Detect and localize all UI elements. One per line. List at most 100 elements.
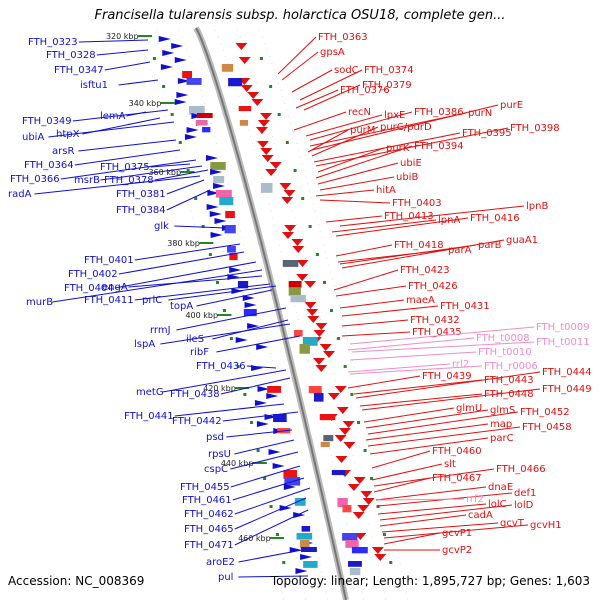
track-dot — [243, 393, 247, 396]
gene-label: FTH_0381 — [116, 189, 166, 200]
gene-block — [188, 106, 205, 115]
kbp-tick-label: 440 kbp — [221, 459, 254, 468]
genome-backbone-core — [195, 27, 347, 600]
label-leader-line — [365, 423, 489, 441]
label-leader-line — [293, 111, 347, 131]
track-dot — [370, 477, 374, 480]
label-leader-line — [238, 549, 303, 563]
label-leader-line — [78, 139, 177, 152]
label-leader-line — [349, 365, 483, 375]
gene-label: gcvH1 — [530, 520, 562, 531]
gene-label: FTH_0467 — [432, 473, 482, 484]
forward-gene-arrow — [256, 344, 269, 350]
label-leader-line — [230, 451, 299, 470]
gene-label: FTH_0363 — [318, 32, 368, 43]
label-leader-line — [150, 163, 191, 168]
track-ring — [214, 29, 365, 600]
reverse-gene-arrow — [371, 547, 384, 554]
track-dot — [178, 141, 182, 144]
label-leader-line — [341, 305, 439, 317]
label-leader-line — [341, 331, 411, 337]
label-leader-line — [335, 217, 469, 237]
gene-label: FTH_0449 — [542, 384, 592, 395]
label-leader-line — [134, 243, 241, 261]
gene-label: lspA — [134, 339, 155, 350]
track-dot — [363, 449, 367, 452]
reverse-gene-arrow — [235, 43, 248, 50]
reverse-gene-arrow — [284, 225, 297, 232]
gene-label: FTH_0404 — [64, 283, 114, 294]
reverse-gene-arrow — [260, 148, 273, 155]
gene-label: ribF — [190, 347, 209, 358]
kbp-tick-label: 340 kbp — [129, 99, 162, 108]
gene-label: FTH_0386 — [414, 107, 464, 118]
label-leader-line — [60, 159, 197, 180]
gene-label: FTH_0418 — [394, 240, 444, 251]
reverse-gene-arrow — [251, 99, 264, 106]
label-leader-line — [238, 575, 309, 578]
label-leader-line — [212, 319, 289, 340]
label-leader-line — [335, 244, 393, 257]
reverse-gene-arrow — [279, 183, 292, 190]
forward-gene-arrow — [279, 505, 292, 511]
rna-gene-label: rrf2 — [466, 494, 484, 505]
reverse-gene-arrow — [360, 491, 373, 498]
label-leader-line — [52, 269, 263, 303]
label-leader-line — [96, 49, 149, 56]
gene-label: cspC — [204, 464, 228, 475]
label-leader-line — [166, 189, 211, 211]
track-dot — [162, 85, 166, 88]
forward-gene-arrow — [209, 211, 222, 217]
label-leader-line — [220, 377, 291, 395]
reverse-gene-arrow — [265, 169, 278, 176]
reverse-gene-arrow — [296, 274, 309, 281]
gene-block — [283, 470, 297, 479]
track-dot — [250, 421, 254, 424]
track-dot — [201, 225, 205, 228]
gene-block — [239, 120, 249, 126]
gene-block — [213, 176, 225, 184]
gene-label: map — [490, 419, 512, 430]
label-leader-line — [174, 403, 285, 417]
label-leader-line — [319, 199, 391, 204]
gene-label: ubiE — [400, 158, 422, 169]
label-leader-line — [349, 326, 535, 345]
track-dot — [285, 141, 289, 144]
gene-block — [238, 106, 252, 112]
gene-label: aroE2 — [206, 557, 235, 568]
gene-block — [273, 414, 287, 423]
gene-block — [349, 568, 361, 576]
gene-label: parA — [448, 245, 472, 256]
gene-block — [260, 183, 273, 193]
gene-label: FTH_0364 — [24, 160, 74, 171]
gene-label: purC/purD — [380, 122, 432, 133]
gene-block — [215, 190, 232, 198]
gene-label: FTH_0411 — [84, 295, 134, 306]
label-leader-line — [234, 487, 311, 515]
kbp-tick-label: 420 kbp — [203, 384, 236, 393]
track-dot — [222, 309, 226, 312]
gene-label: radA — [8, 189, 32, 200]
gene-label: FTH_0455 — [180, 482, 230, 493]
gene-label: FTH_0460 — [432, 446, 482, 457]
gene-label: recN — [348, 107, 371, 118]
gene-label: FTH_0471 — [184, 540, 234, 551]
gene-block — [224, 225, 236, 234]
reverse-gene-arrow — [342, 421, 355, 428]
reverse-gene-arrow — [296, 260, 309, 267]
label-leader-line — [234, 497, 307, 530]
kbp-tick-label: 400 kbp — [185, 311, 218, 320]
gene-block — [228, 78, 243, 87]
label-leader-line — [168, 285, 277, 301]
track-dot — [389, 561, 393, 564]
track-dot — [322, 281, 326, 284]
track-dot — [256, 449, 260, 452]
gene-label: FTH_0432 — [410, 315, 460, 326]
reverse-gene-arrow — [347, 484, 360, 491]
track-dot — [308, 225, 312, 228]
reverse-gene-arrow — [283, 190, 296, 197]
forward-gene-arrow — [244, 302, 257, 308]
reverse-gene-arrow — [323, 351, 336, 358]
forward-gene-arrow — [210, 232, 223, 238]
track-dot — [293, 169, 297, 172]
